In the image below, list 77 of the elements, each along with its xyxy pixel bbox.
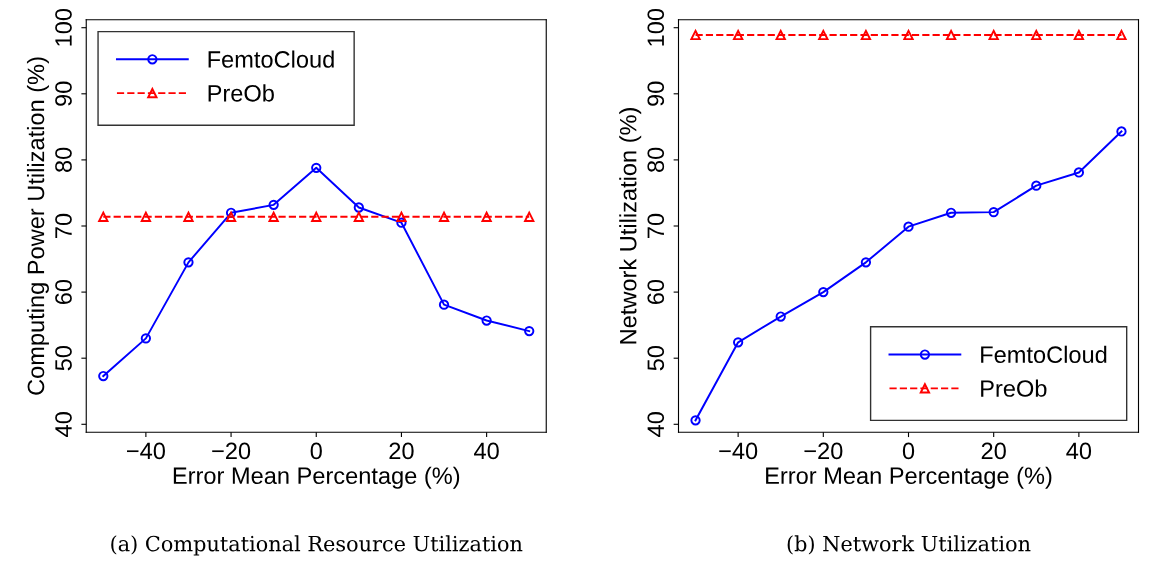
point — [1031, 29, 1042, 41]
y-tick-label: 40 — [647, 412, 665, 437]
point — [775, 29, 786, 41]
x-tick-label: 0 — [902, 442, 915, 460]
x-tick-label: 40 — [474, 442, 499, 460]
point — [945, 29, 957, 41]
point — [860, 257, 872, 268]
x-tick-label: −20 — [212, 442, 251, 460]
point — [183, 211, 194, 222]
point — [988, 29, 999, 41]
x-tick-label: −20 — [804, 442, 843, 460]
y-tick-label: 90 — [647, 81, 665, 106]
legend-label: PreOb — [981, 379, 1047, 397]
x-tick-label: 20 — [981, 442, 1006, 460]
y-axis-title: Network Utilization (%) — [619, 108, 642, 344]
x-tick-label: 20 — [389, 442, 414, 460]
point — [311, 162, 322, 173]
point — [818, 286, 829, 298]
point — [225, 211, 237, 222]
point — [268, 199, 279, 210]
y-tick-label: 90 — [55, 81, 72, 106]
point — [438, 299, 450, 310]
point — [481, 211, 492, 222]
point — [690, 415, 701, 426]
y-tick-label: 80 — [55, 147, 72, 173]
point — [732, 337, 744, 348]
point — [903, 29, 914, 41]
y-tick-label: 70 — [55, 213, 72, 238]
y-tick-label: 50 — [647, 345, 665, 371]
point — [860, 29, 872, 41]
point — [353, 211, 364, 222]
y-tick-label: 70 — [647, 213, 665, 238]
point — [140, 333, 152, 344]
x-tick-label: 0 — [310, 442, 322, 460]
point — [903, 221, 914, 232]
y-tick-label: 100 — [55, 8, 72, 46]
point — [775, 311, 786, 322]
point — [732, 29, 744, 41]
point — [268, 211, 279, 222]
point — [1073, 29, 1085, 41]
x-tick-label: −40 — [127, 442, 165, 460]
y-tick-label: 60 — [647, 279, 665, 305]
point — [396, 217, 407, 228]
point — [438, 211, 450, 222]
x-axis-title: Error Mean Percentage (%) — [173, 466, 460, 489]
point — [311, 211, 322, 222]
point — [524, 325, 535, 337]
point — [945, 207, 957, 218]
point — [988, 206, 999, 218]
y-axis-title: Computing Power Utilization (%) — [26, 57, 49, 395]
point — [1031, 180, 1042, 191]
point — [1073, 167, 1085, 178]
legend-label: FemtoCloud — [981, 345, 1107, 364]
point — [818, 29, 829, 41]
point — [353, 202, 364, 213]
text: (a) Computational Resource Utilization — [111, 535, 523, 556]
x-tick-label: −40 — [719, 442, 758, 460]
y-tick-label: 50 — [55, 345, 72, 371]
point — [1116, 29, 1127, 41]
legend-label: FemtoCloud — [208, 50, 334, 68]
point — [1116, 126, 1127, 137]
point — [140, 211, 152, 222]
point — [690, 29, 701, 41]
point — [524, 211, 535, 222]
legend-label: PreOb — [208, 84, 274, 102]
point — [396, 211, 407, 222]
point — [481, 315, 492, 326]
text: (b) Network Utilization — [787, 535, 1031, 555]
point — [98, 211, 109, 222]
point — [183, 257, 194, 268]
y-tick-label: 100 — [647, 8, 665, 46]
y-tick-label: 40 — [55, 412, 72, 437]
y-tick-label: 60 — [55, 279, 72, 305]
x-tick-label: 40 — [1066, 442, 1092, 460]
point — [98, 370, 109, 382]
y-tick-label: 80 — [647, 147, 665, 173]
x-axis-title: Error Mean Percentage (%) — [766, 466, 1052, 489]
